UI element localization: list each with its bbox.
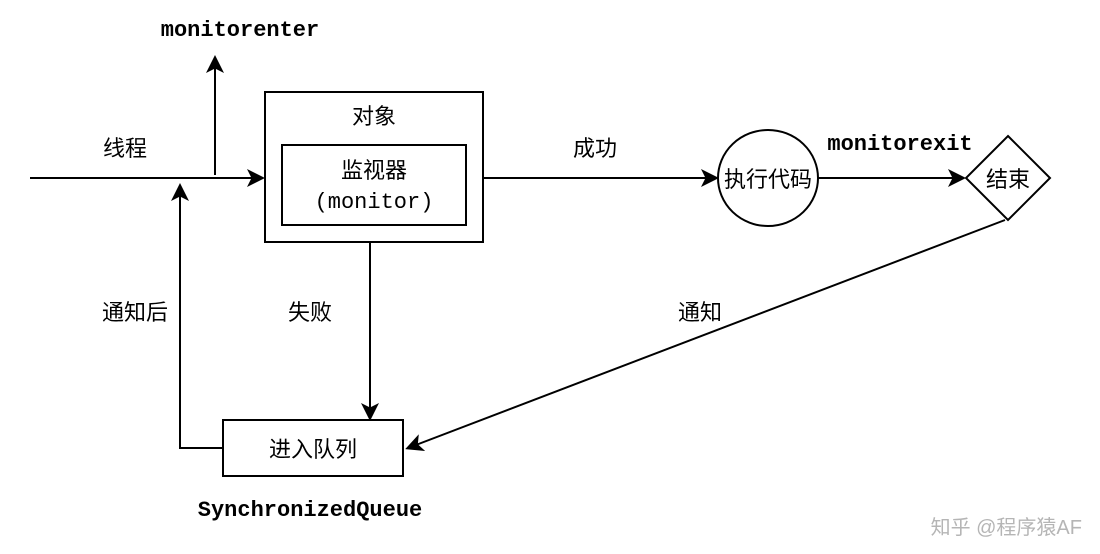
thread-label: 线程	[103, 136, 147, 161]
monitor-box-line2: (monitor)	[315, 190, 434, 215]
end-diamond-label: 结束	[986, 167, 1030, 192]
queue-box-label: 进入队列	[269, 437, 357, 462]
monitor-box-line1: 监视器	[341, 158, 407, 183]
success-label: 成功	[573, 136, 617, 161]
sync-queue-label: SynchronizedQueue	[198, 498, 422, 523]
end-diamond: 结束	[966, 136, 1050, 220]
edge-queue-to-thread	[180, 186, 223, 448]
exec-circle-label: 执行代码	[724, 167, 812, 192]
notify-after-label: 通知后	[102, 300, 168, 325]
fail-label: 失败	[288, 300, 332, 325]
object-box-title: 对象	[352, 104, 396, 129]
edge-end-to-queue	[408, 220, 1005, 448]
flowchart-canvas: 线程 monitorenter 对象 监视器 (monitor) 成功 执行代码…	[0, 0, 1100, 554]
monitorenter-label: monitorenter	[161, 18, 319, 43]
monitorexit-label: monitorexit	[827, 132, 972, 157]
notify-label: 通知	[678, 300, 722, 325]
